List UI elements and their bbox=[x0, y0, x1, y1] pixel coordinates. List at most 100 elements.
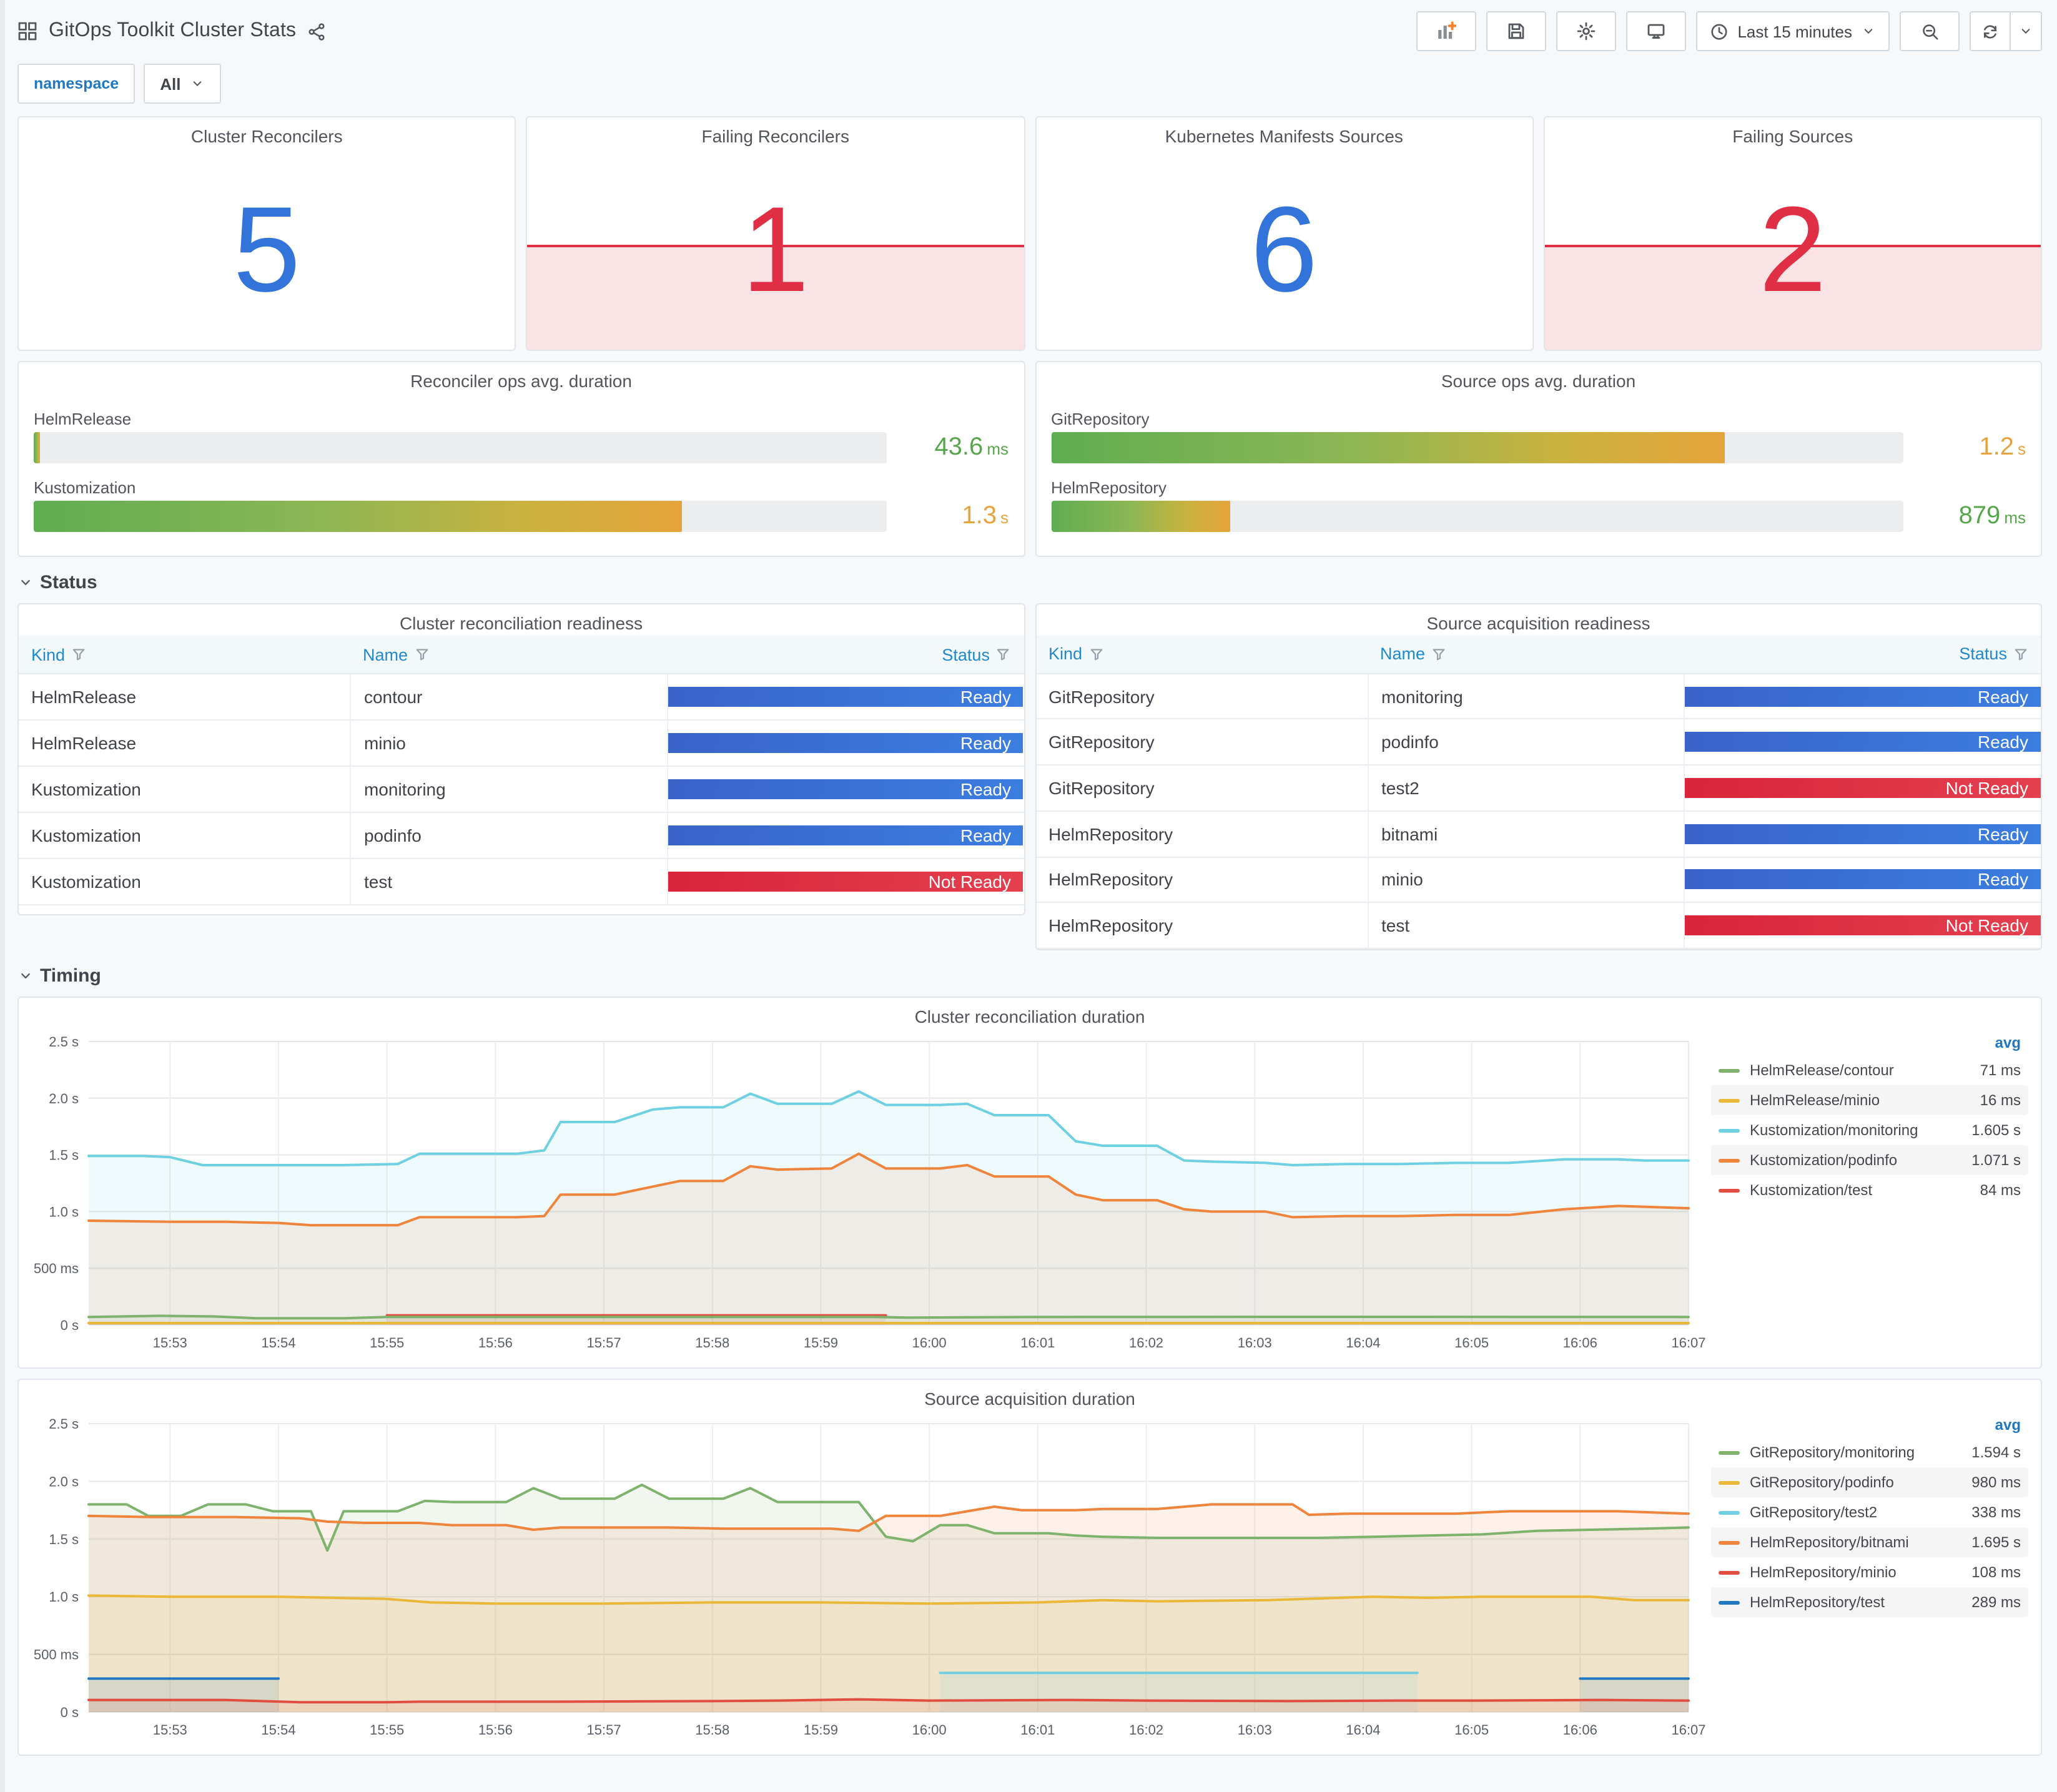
gauge-fill bbox=[1051, 432, 1725, 464]
time-range-picker[interactable]: Last 15 minutes bbox=[1696, 11, 1890, 51]
svg-text:500 ms: 500 ms bbox=[34, 1261, 79, 1276]
stat-panel: Cluster Reconcilers 5 bbox=[17, 116, 516, 351]
panel-title: Failing Reconcilers bbox=[701, 126, 850, 146]
share-icon[interactable] bbox=[307, 22, 326, 41]
legend-item[interactable]: Kustomization/test 84 ms bbox=[1711, 1175, 2028, 1205]
tv-mode-icon bbox=[1646, 21, 1666, 41]
save-dashboard-icon bbox=[1506, 21, 1526, 41]
legend-item[interactable]: GitRepository/podinfo 980 ms bbox=[1711, 1467, 2028, 1497]
table-row: Kustomization monitoring Ready bbox=[19, 767, 1024, 813]
table-row: GitRepository podinfo Ready bbox=[1036, 719, 2041, 766]
table-cell: minio bbox=[1367, 857, 1684, 902]
svg-text:16:01: 16:01 bbox=[1020, 1722, 1055, 1738]
legend-avg-header[interactable]: avg bbox=[1995, 1416, 2021, 1434]
filter-funnel-icon[interactable] bbox=[1431, 647, 1446, 662]
bar-gauge-panel: Source ops avg. duration GitRepository 1.2… bbox=[1035, 361, 2042, 557]
chevron-down-icon bbox=[1861, 24, 1876, 39]
filter-funnel-icon[interactable] bbox=[414, 647, 429, 662]
column-header-label: Status bbox=[1959, 644, 2007, 664]
variable-label-namespace: namespace bbox=[17, 64, 136, 104]
bar-gauge-panel: Reconciler ops avg. duration HelmRelease 4… bbox=[17, 361, 1025, 557]
gauge-label: HelmRepository bbox=[1051, 478, 1167, 497]
legend-item[interactable]: Kustomization/podinfo 1.071 s bbox=[1711, 1145, 2028, 1175]
legend-item[interactable]: HelmRepository/minio 108 ms bbox=[1711, 1557, 2028, 1587]
legend-item[interactable]: HelmRelease/contour 71 ms bbox=[1711, 1055, 2028, 1085]
column-header-label: Name bbox=[1379, 644, 1425, 664]
namespace-selected-value: All bbox=[160, 74, 181, 93]
legend-item[interactable]: Kustomization/monitoring 1.605 s bbox=[1711, 1115, 2028, 1145]
chevron-down-icon bbox=[189, 76, 204, 91]
table-cell: minio bbox=[350, 721, 667, 766]
panel-cluster-reconciliation-duration: Cluster reconciliation duration 0 s 500 ms… bbox=[17, 997, 2042, 1369]
table-header-row: Kind Name Status bbox=[19, 636, 1024, 674]
column-header-status[interactable]: Status bbox=[1684, 645, 2041, 664]
svg-text:15:59: 15:59 bbox=[804, 1722, 838, 1738]
section-timing[interactable]: Timing bbox=[0, 950, 2057, 997]
time-series-plot[interactable]: 0 s 500 ms 1.0 s 1.5 s 2.0 s 2.5 s 15:53 15:54 1… bbox=[19, 1029, 1706, 1367]
svg-text:15:53: 15:53 bbox=[153, 1722, 187, 1738]
svg-text:15:54: 15:54 bbox=[261, 1335, 295, 1351]
filter-funnel-icon[interactable] bbox=[996, 647, 1011, 662]
panel-title: Source ops avg. duration bbox=[1441, 371, 1636, 391]
gauge-row: Kustomization 1.3 s bbox=[34, 478, 1009, 532]
table-row: HelmRepository bitnami Ready bbox=[1036, 811, 2041, 858]
status-cell: Ready bbox=[666, 767, 1024, 812]
column-header-status[interactable]: Status bbox=[667, 645, 1024, 664]
time-series-plot[interactable]: 0 s 500 ms 1.0 s 1.5 s 2.0 s 2.5 s 15:53 15:54 1… bbox=[19, 1411, 1706, 1755]
svg-text:16:03: 16:03 bbox=[1238, 1722, 1272, 1738]
dashboard-settings-button[interactable] bbox=[1556, 11, 1617, 51]
legend-item[interactable]: GitRepository/test2 338 ms bbox=[1711, 1497, 2028, 1527]
section-status[interactable]: Status bbox=[0, 557, 2057, 603]
add-panel-button[interactable] bbox=[1416, 11, 1477, 51]
column-header-kind[interactable]: Kind bbox=[1036, 645, 1368, 664]
table-row: HelmRepository minio Ready bbox=[1036, 857, 2041, 903]
column-header-name[interactable]: Name bbox=[350, 645, 667, 664]
legend-color-dash bbox=[1719, 1098, 1740, 1102]
status-badge: Not Ready bbox=[1685, 778, 2041, 798]
stat-value: 2 bbox=[1759, 180, 1827, 317]
zoom-out-button[interactable] bbox=[1900, 11, 1960, 51]
legend-series-name: HelmRelease/contour bbox=[1750, 1061, 1894, 1079]
svg-text:15:54: 15:54 bbox=[261, 1722, 295, 1738]
save-dashboard-button[interactable] bbox=[1486, 11, 1547, 51]
gauge-value: 879 ms bbox=[1958, 501, 2026, 529]
legend-item[interactable]: HelmRelease/minio 16 ms bbox=[1711, 1085, 2028, 1115]
column-header-label: Status bbox=[942, 645, 990, 664]
svg-text:2.0 s: 2.0 s bbox=[49, 1091, 79, 1106]
table-cell: HelmRelease bbox=[31, 687, 137, 707]
status-cell: Ready bbox=[666, 674, 1024, 719]
column-header-name[interactable]: Name bbox=[1368, 645, 1684, 664]
tv-mode-button[interactable] bbox=[1626, 11, 1687, 51]
legend-item[interactable]: HelmRepository/bitnami 1.695 s bbox=[1711, 1527, 2028, 1557]
status-badge: Ready bbox=[668, 733, 1024, 753]
dashboard-grid-icon bbox=[17, 21, 37, 41]
status-badge: Ready bbox=[1685, 686, 2041, 707]
legend-avg-value: 84 ms bbox=[1980, 1181, 2021, 1199]
column-header-kind[interactable]: Kind bbox=[19, 645, 350, 664]
refresh-button[interactable] bbox=[1971, 12, 2010, 50]
filter-funnel-icon[interactable] bbox=[2013, 647, 2028, 662]
legend-item[interactable]: GitRepository/monitoring 1.594 s bbox=[1711, 1437, 2028, 1467]
refresh-interval-dropdown[interactable] bbox=[2010, 12, 2041, 50]
refresh-icon bbox=[1981, 22, 2000, 41]
svg-text:1.0 s: 1.0 s bbox=[49, 1204, 79, 1219]
legend-color-dash bbox=[1719, 1068, 1740, 1072]
table-cell: contour bbox=[350, 674, 667, 719]
gauge-label: HelmRelease bbox=[34, 410, 132, 429]
svg-text:16:07: 16:07 bbox=[1671, 1335, 1705, 1351]
svg-text:16:00: 16:00 bbox=[912, 1722, 947, 1738]
filter-funnel-icon[interactable] bbox=[1088, 647, 1103, 662]
table-row: HelmRelease minio Ready bbox=[19, 721, 1024, 767]
svg-text:1.0 s: 1.0 s bbox=[49, 1589, 79, 1605]
status-badge: Ready bbox=[1685, 824, 2041, 844]
chart-legend: avg GitRepository/monitoring 1.594 s GitRep… bbox=[1706, 1411, 2041, 1755]
namespace-value-dropdown[interactable]: All bbox=[144, 64, 221, 104]
status-badge: Ready bbox=[1685, 869, 2041, 890]
legend-avg-header[interactable]: avg bbox=[1995, 1034, 2021, 1051]
svg-text:15:55: 15:55 bbox=[370, 1722, 404, 1738]
table-cell: Kustomization bbox=[31, 825, 141, 845]
legend-item[interactable]: HelmRepository/test 289 ms bbox=[1711, 1587, 2028, 1617]
panel-title: Kubernetes Manifests Sources bbox=[1165, 126, 1403, 146]
filter-funnel-icon[interactable] bbox=[71, 647, 86, 662]
legend-series-name: HelmRepository/minio bbox=[1750, 1563, 1897, 1581]
